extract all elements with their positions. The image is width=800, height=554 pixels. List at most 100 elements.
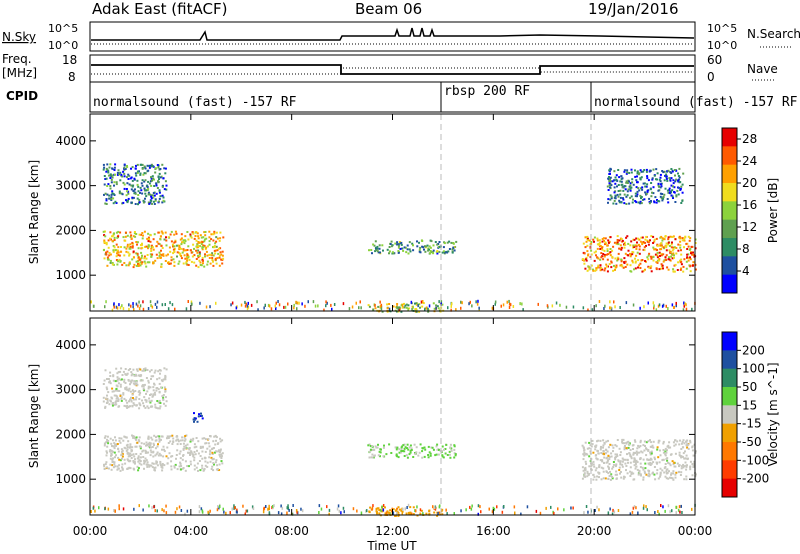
data-cell xyxy=(160,263,163,266)
data-cell xyxy=(174,230,177,233)
data-cell xyxy=(623,475,625,478)
data-cell xyxy=(599,446,602,449)
data-cell xyxy=(215,459,218,462)
data-cell xyxy=(616,185,618,188)
data-cell xyxy=(90,510,92,513)
data-cell xyxy=(219,455,222,458)
data-cell xyxy=(601,238,604,240)
data-cell xyxy=(619,244,622,247)
data-cell xyxy=(406,447,408,450)
data-cell xyxy=(639,178,642,181)
data-cell xyxy=(374,445,377,448)
data-cell xyxy=(189,453,192,456)
data-cell xyxy=(597,257,600,260)
data-cell xyxy=(422,300,424,303)
data-cell xyxy=(671,195,674,198)
data-cell xyxy=(136,243,138,246)
data-cell xyxy=(201,457,204,460)
data-cell xyxy=(652,461,655,464)
data-cell xyxy=(113,181,116,184)
data-cell xyxy=(684,457,687,460)
data-cell xyxy=(618,199,621,202)
data-cell xyxy=(103,241,106,244)
data-cell xyxy=(129,446,131,449)
data-cell xyxy=(130,234,133,237)
data-cell xyxy=(147,436,150,439)
data-cell xyxy=(157,175,160,178)
data-cell xyxy=(184,469,187,472)
data-cell xyxy=(371,453,374,456)
data-cell xyxy=(145,257,148,260)
data-cell xyxy=(435,445,438,448)
data-cell xyxy=(107,391,110,394)
data-cell xyxy=(619,180,622,183)
data-cell xyxy=(610,184,613,187)
data-cell xyxy=(246,304,249,308)
data-cell xyxy=(669,251,672,254)
data-cell xyxy=(153,185,156,187)
data-cell xyxy=(156,464,159,467)
data-cell xyxy=(144,192,147,195)
data-cell xyxy=(398,241,401,243)
data-cell xyxy=(123,458,126,461)
data-cell xyxy=(105,198,108,200)
data-cell xyxy=(646,508,648,512)
data-cell xyxy=(167,261,169,264)
data-cell xyxy=(151,246,154,249)
data-cell xyxy=(115,255,118,258)
data-cell xyxy=(662,505,664,509)
data-cell xyxy=(378,450,381,453)
data-cell xyxy=(267,303,270,307)
data-cell xyxy=(246,509,249,513)
x-tick-label: 00:00 xyxy=(73,524,108,538)
data-cell xyxy=(630,457,633,460)
data-cell xyxy=(213,249,216,252)
data-cell xyxy=(328,512,330,516)
data-cell xyxy=(378,244,381,247)
data-cell xyxy=(675,505,677,509)
data-cell xyxy=(666,179,669,182)
data-cell xyxy=(178,505,181,509)
data-cell xyxy=(201,248,204,251)
data-cell xyxy=(614,190,617,193)
data-cell xyxy=(650,441,653,444)
data-cell xyxy=(112,466,115,469)
data-cell xyxy=(130,457,133,459)
data-cell xyxy=(162,394,165,396)
data-cell xyxy=(148,182,151,185)
data-cell xyxy=(587,510,589,514)
data-cell xyxy=(147,307,150,310)
data-cell xyxy=(638,248,641,251)
data-cell xyxy=(116,379,119,382)
data-cell xyxy=(411,512,413,516)
data-cell xyxy=(213,463,215,466)
data-cell xyxy=(422,302,425,305)
data-cell xyxy=(112,460,115,463)
data-cell xyxy=(149,240,152,243)
data-cell xyxy=(147,437,150,440)
data-cell xyxy=(114,163,117,166)
data-cell xyxy=(636,193,639,196)
data-cell xyxy=(126,404,129,407)
data-cell xyxy=(149,300,152,304)
data-cell xyxy=(415,446,418,449)
data-cell xyxy=(152,389,155,392)
data-cell xyxy=(674,238,677,241)
data-cell xyxy=(672,441,675,444)
data-cell xyxy=(634,463,637,465)
data-cell xyxy=(106,397,109,400)
colorbar-tick-label: 24 xyxy=(742,154,757,168)
data-cell xyxy=(662,442,665,445)
data-cell xyxy=(434,507,437,511)
data-cell xyxy=(673,256,675,259)
data-cell xyxy=(667,477,670,480)
data-cell xyxy=(637,237,640,240)
data-cell xyxy=(625,180,628,183)
data-cell xyxy=(477,504,480,508)
data-cell xyxy=(669,510,671,514)
data-cell xyxy=(208,230,211,233)
data-cell xyxy=(488,507,490,511)
data-cell xyxy=(186,263,189,266)
data-cell xyxy=(443,448,445,451)
data-cell xyxy=(111,263,114,266)
